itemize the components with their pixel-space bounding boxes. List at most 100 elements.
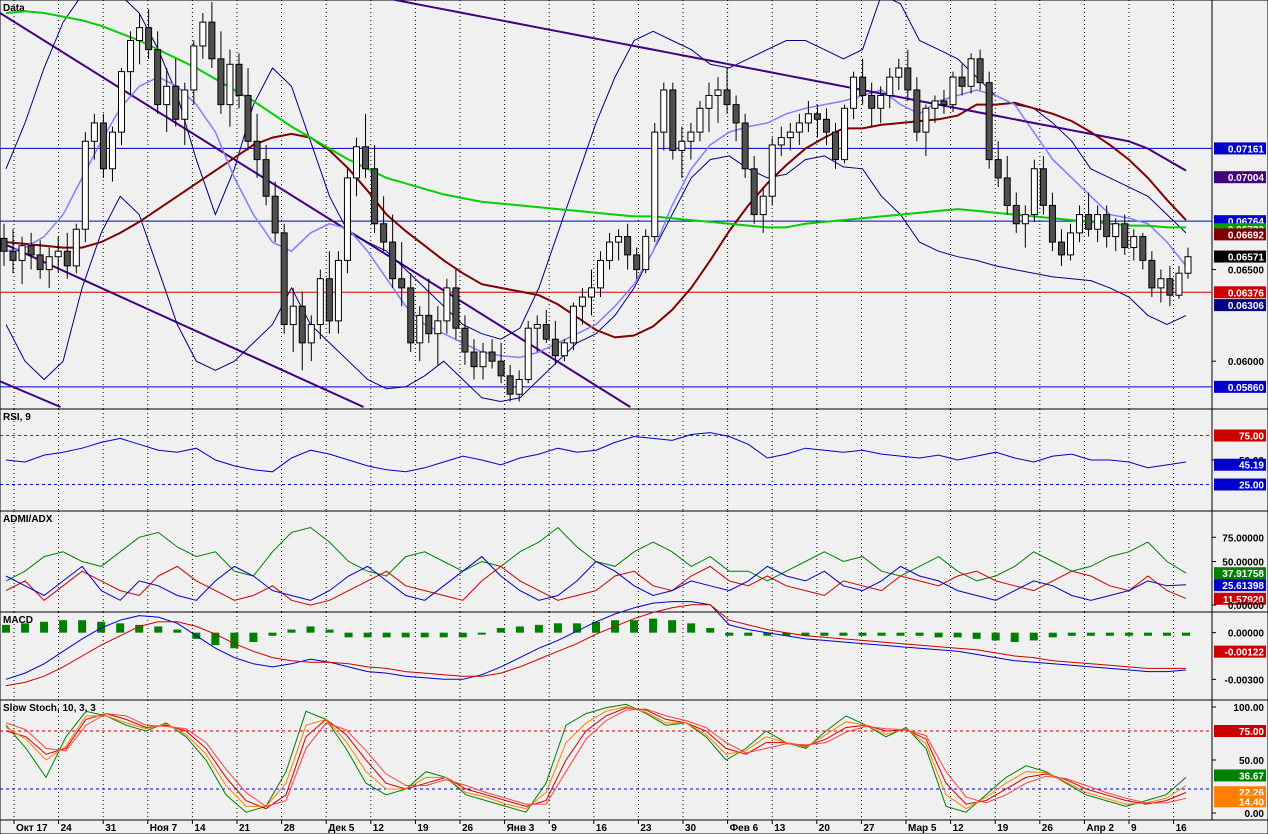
candle-body <box>452 287 460 329</box>
macd-histogram-bar <box>382 632 391 638</box>
candle-body <box>425 314 433 335</box>
candle-body <box>913 89 921 133</box>
candle-body <box>371 168 379 225</box>
candle-body <box>651 131 659 238</box>
candle-body <box>488 351 496 362</box>
candle-body <box>524 327 532 381</box>
price-badge <box>1214 579 1266 592</box>
price-badge-label: 0.06306 <box>1228 301 1265 312</box>
candle-body <box>931 100 939 109</box>
candle-body <box>922 107 930 133</box>
time-axis: Окт 17 24 31 Ноя 7 14 21 28 Дек 5 12 19 26 Янв 3 9 16… <box>0 819 1268 834</box>
candle-body <box>9 250 17 261</box>
candle-body <box>1048 204 1056 243</box>
macd-histogram-bar <box>230 632 239 649</box>
time-tick-label: 30 <box>685 823 697 834</box>
candle-body <box>389 241 397 280</box>
candle-body <box>325 278 333 322</box>
trend-line <box>0 380 61 408</box>
macd-histogram-bar <box>1029 632 1038 641</box>
macd-histogram-bar <box>953 632 962 638</box>
candle-body <box>1094 214 1102 230</box>
macd-histogram-bar <box>116 623 125 633</box>
candle-body <box>416 314 424 344</box>
candle-body <box>777 137 785 146</box>
candle-body <box>949 76 957 106</box>
time-tick-label: 19 <box>417 823 429 834</box>
price-badge-label: 36.67 <box>1239 771 1264 782</box>
candle-body <box>1039 168 1047 206</box>
candle-body <box>280 232 288 326</box>
candle-body <box>1067 232 1075 256</box>
price-badge-label: 11.57920 <box>1223 595 1265 606</box>
axis-tick-label: 50.00 <box>1239 756 1264 767</box>
candle-body <box>307 324 315 344</box>
price-badge <box>1214 171 1266 184</box>
price-badge <box>1214 725 1266 737</box>
macd-histogram-bar <box>97 621 106 633</box>
candle-body <box>732 104 740 124</box>
macd-histogram-bar <box>287 629 296 633</box>
macd-histogram-bar <box>706 628 715 633</box>
candle-body <box>1057 241 1065 256</box>
price-axis <box>1211 0 1268 410</box>
indicator-line-0 <box>5 432 1187 473</box>
macd-histogram-bar <box>858 632 867 636</box>
macd-histogram-bar <box>725 632 734 636</box>
macd-histogram-bar <box>78 620 87 633</box>
price-badge-label: 0.05860 <box>1228 383 1265 394</box>
candle-body <box>1085 214 1093 230</box>
time-tick-label: 21 <box>239 823 251 834</box>
price-badge <box>1214 380 1266 393</box>
time-tick-label: 20 <box>819 823 831 834</box>
price-badge-label: -0.00122 <box>1225 648 1265 659</box>
time-tick-label: Мар 5 <box>908 823 937 834</box>
macd-histogram-bar <box>325 629 334 633</box>
candle-body <box>1121 223 1129 249</box>
panel-4: Slow Stoch, 10, 3, 3 100.00 75.00 50.00 36.6… <box>0 699 1268 821</box>
candle-body <box>407 287 415 344</box>
macd-histogram-bar <box>249 632 258 642</box>
candle-body <box>506 375 514 395</box>
candle-body <box>669 89 677 151</box>
candle-body <box>678 140 686 151</box>
indicator-line-0 <box>5 703 1187 813</box>
price-badge-label: 75.00 <box>1239 432 1264 443</box>
candle-body <box>181 89 189 120</box>
panel-title: ADMI/ADX <box>3 514 53 525</box>
time-tick-label: 16 <box>1176 823 1188 834</box>
price-badge <box>1214 250 1266 263</box>
indicator-line-2 <box>5 555 1187 601</box>
candle-body <box>542 324 550 340</box>
candle-body <box>36 254 44 271</box>
panel-0: Data0.071610.070040.067640.067230.066920… <box>0 0 1268 410</box>
candle-body <box>795 122 803 133</box>
time-tick-label: 26 <box>1042 823 1054 834</box>
candle-body <box>497 360 505 377</box>
price-badge-label: 37.91758 <box>1222 569 1264 580</box>
time-tick-label: 13 <box>774 823 786 834</box>
axis-tick-label: 0.00000 <box>1228 601 1265 612</box>
candle-body <box>1130 236 1138 249</box>
time-tick-label: 24 <box>61 823 73 834</box>
candle-body <box>533 324 541 329</box>
candle-body <box>208 21 216 60</box>
macd-histogram-bar <box>1105 632 1114 636</box>
macd-histogram-bar <box>2 624 10 633</box>
time-tick-label: 14 <box>194 823 206 834</box>
panel-frame <box>0 611 1213 701</box>
indicator-line-0 <box>5 601 1187 680</box>
macd-histogram-bar <box>135 624 144 633</box>
ma-line-2 <box>5 10 1186 229</box>
time-tick-label: Фев 6 <box>730 823 759 834</box>
time-tick-label: 12 <box>953 823 965 834</box>
panel-title: Data <box>3 3 25 14</box>
candle-body <box>127 39 135 73</box>
panel-frame <box>0 699 1213 821</box>
macd-histogram-bar <box>877 632 886 636</box>
candle-body <box>1184 256 1192 274</box>
candle-body <box>660 89 668 133</box>
panel-frame <box>0 408 1213 512</box>
candle-body <box>262 159 270 197</box>
